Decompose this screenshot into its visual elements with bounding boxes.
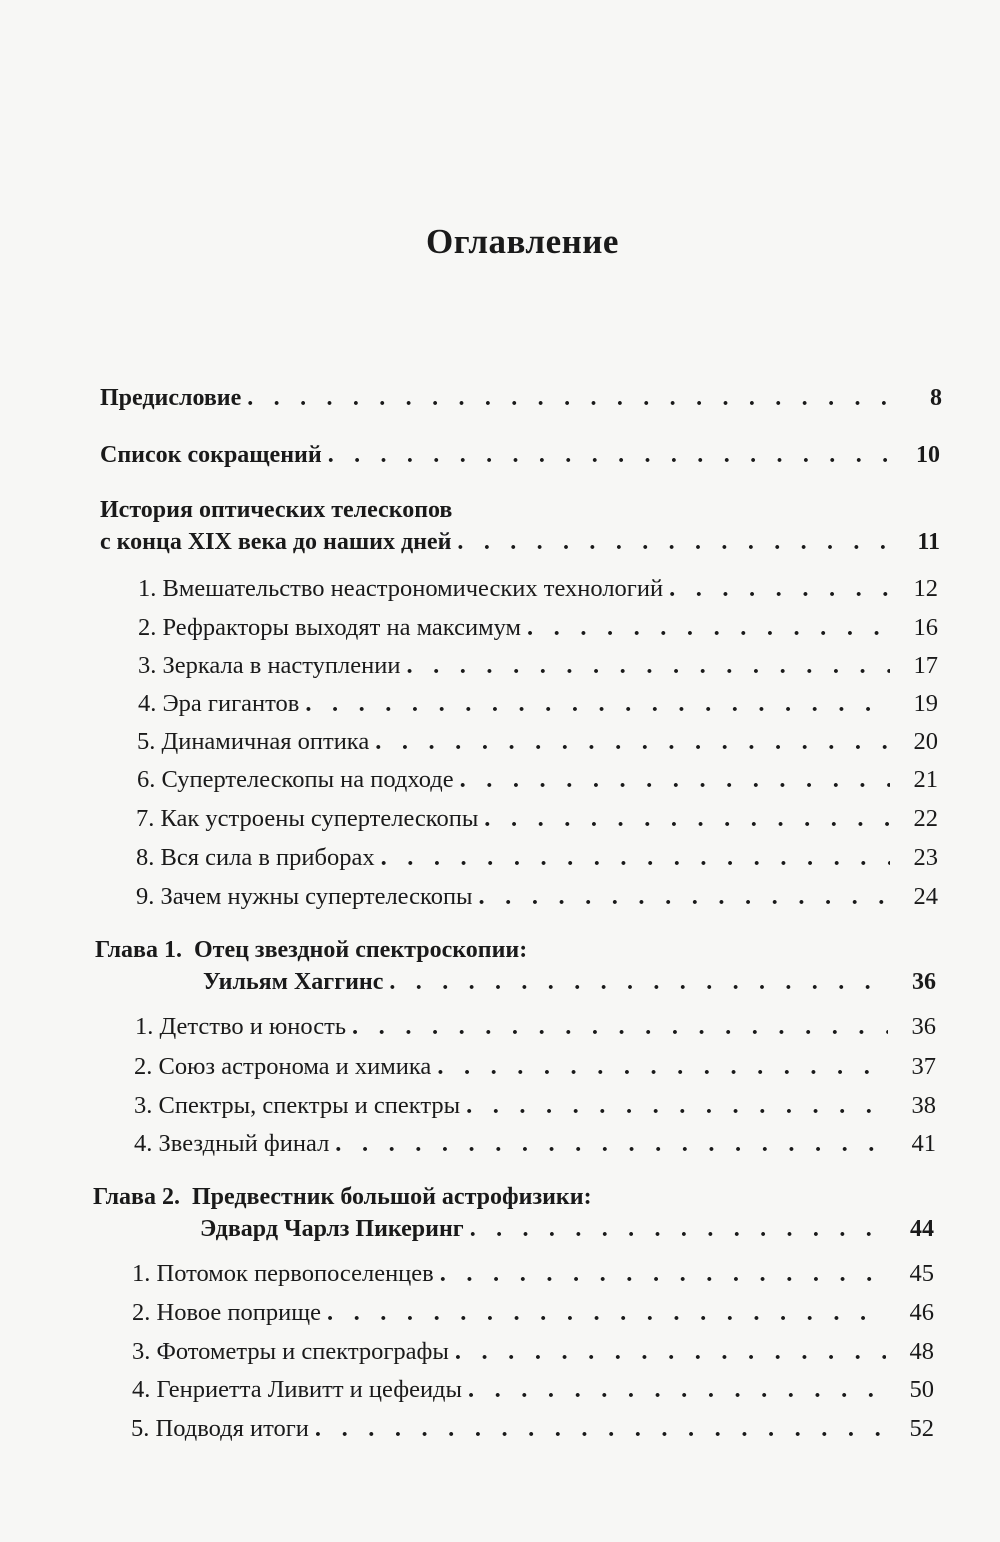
- entry-title: 4. Генриетта Ливитт и цефеиды: [132, 1376, 462, 1403]
- dot-leader: [440, 1259, 886, 1289]
- page-number: 11: [917, 529, 940, 555]
- entry-title: 2. Рефракторы выходят на максимум: [138, 614, 522, 641]
- toc-subsection-entry: 4. Эра гигантов 19: [138, 689, 938, 719]
- dot-leader: [352, 1012, 888, 1042]
- page-number: 10: [916, 442, 940, 468]
- page-number: 19: [913, 690, 939, 717]
- page-number: 37: [911, 1053, 937, 1080]
- page-number: 50: [909, 1376, 935, 1403]
- entry-title: 1. Детство и юность: [135, 1013, 347, 1040]
- dot-leader: [479, 882, 890, 912]
- page-number: 22: [913, 805, 939, 832]
- page-number: 48: [909, 1338, 935, 1365]
- toc-subsection-entry: 2. Новое поприще 46: [132, 1298, 934, 1328]
- dot-leader: [381, 843, 890, 873]
- toc-subsection-entry: 9. Зачем нужны супертелескопы 24: [136, 882, 938, 912]
- toc-subsection-entry: 1. Вмешательство неастрономических техно…: [138, 574, 938, 604]
- toc-section-entry: Эдвард Чарлз Пикеринг 44: [200, 1214, 934, 1244]
- dot-leader: [455, 1337, 886, 1367]
- entry-title: Список сокращений: [100, 442, 322, 468]
- toc-subsection-entry: 1. Детство и юность 36: [135, 1012, 936, 1042]
- entry-title: 6. Супертелескопы на подходе: [137, 766, 454, 793]
- entry-title: 1. Вмешательство неастрономических техно…: [138, 575, 664, 602]
- dot-leader: [468, 1375, 886, 1405]
- toc-subsection-entry: 5. Динамичная оптика 20: [137, 727, 938, 757]
- dot-leader: [335, 1129, 888, 1159]
- toc-subsection-entry: 6. Супертелескопы на подходе 21: [137, 765, 938, 795]
- toc-subsection-entry: 3. Зеркала в наступлении 17: [138, 651, 938, 681]
- toc-heading-line: История оптических телескопов: [100, 497, 453, 523]
- page-number: 16: [913, 614, 939, 641]
- dot-leader: [389, 967, 888, 997]
- page-number: 8: [930, 385, 942, 411]
- entry-title: 8. Вся сила в приборах: [136, 844, 375, 871]
- dot-leader: [315, 1414, 886, 1444]
- page-number: 41: [911, 1130, 937, 1157]
- entry-title: 2. Союз астронома и химика: [134, 1053, 432, 1080]
- toc-subsection-entry: 5. Подводя итоги 52: [131, 1414, 934, 1444]
- dot-leader: [460, 765, 890, 795]
- page-number: 45: [909, 1260, 935, 1287]
- toc-subsection-entry: 8. Вся сила в приборах 23: [136, 843, 938, 873]
- dot-leader: [457, 527, 892, 557]
- page-number: 36: [912, 969, 936, 995]
- entry-title: 1. Потомок первопоселенцев: [132, 1260, 434, 1287]
- dot-leader: [437, 1052, 888, 1082]
- entry-title: 4. Звездный финал: [134, 1130, 330, 1157]
- dot-leader: [466, 1091, 888, 1121]
- entry-title: 5. Подводя итоги: [131, 1415, 309, 1442]
- dot-leader: [669, 574, 890, 604]
- toc-section-entry: Предисловие 8: [100, 383, 942, 413]
- dot-leader: [406, 651, 890, 681]
- dot-leader: [327, 1298, 886, 1328]
- page-number: 20: [913, 728, 939, 755]
- page-number: 36: [911, 1013, 937, 1040]
- page-number: 17: [913, 652, 939, 679]
- entry-title: 7. Как устроены супертелескопы: [136, 805, 479, 832]
- page-number: 52: [909, 1415, 935, 1442]
- dot-leader: [328, 440, 892, 470]
- entry-title: 3. Зеркала в наступлении: [138, 652, 401, 679]
- entry-title: Предисловие: [100, 385, 242, 411]
- entry-title: 2. Новое поприще: [132, 1299, 321, 1326]
- toc-subsection-entry: 1. Потомок первопоселенцев 45: [132, 1259, 934, 1289]
- page-number: 38: [911, 1092, 937, 1119]
- entry-title: с конца XIX века до наших дней: [100, 529, 452, 555]
- page-number: 24: [913, 883, 939, 910]
- entry-title: 3. Фотометры и спектрографы: [132, 1338, 449, 1365]
- page-number: 21: [913, 766, 939, 793]
- entry-title: 3. Спектры, спектры и спектры: [134, 1092, 461, 1119]
- toc-section-entry: Уильям Хаггинс 36: [203, 967, 936, 997]
- toc-subsection-entry: 2. Союз астронома и химика 37: [134, 1052, 936, 1082]
- entry-title: 5. Динамичная оптика: [137, 728, 370, 755]
- entry-title: Уильям Хаггинс: [203, 969, 384, 995]
- dot-leader: [375, 727, 890, 757]
- toc-heading-line: Глава 1. Отец звездной спектроскопии:: [95, 937, 528, 963]
- toc-section-entry: Список сокращений 10: [100, 440, 940, 470]
- toc-section-entry: с конца XIX века до наших дней 11: [100, 527, 940, 557]
- dot-leader: [470, 1214, 886, 1244]
- dot-leader: [247, 383, 894, 413]
- dot-leader: [484, 804, 890, 834]
- dot-leader: [527, 613, 890, 643]
- toc-subsection-entry: 4. Звездный финал 41: [134, 1129, 936, 1159]
- entry-title: 4. Эра гигантов: [138, 690, 300, 717]
- dot-leader: [305, 689, 890, 719]
- entry-title: 9. Зачем нужны супертелескопы: [136, 883, 473, 910]
- page-number: 12: [913, 575, 939, 602]
- entry-title: Эдвард Чарлз Пикеринг: [200, 1216, 464, 1242]
- toc-subsection-entry: 2. Рефракторы выходят на максимум 16: [138, 613, 938, 643]
- page-number: 46: [909, 1299, 935, 1326]
- toc-subsection-entry: 4. Генриетта Ливитт и цефеиды 50: [132, 1375, 934, 1405]
- toc-heading-line: Глава 2. Предвестник большой астрофизики…: [93, 1184, 592, 1210]
- toc-subsection-entry: 3. Фотометры и спектрографы 48: [132, 1337, 934, 1367]
- page-title: Оглавление: [426, 222, 619, 261]
- page-number: 23: [913, 844, 939, 871]
- toc-subsection-entry: 7. Как устроены супертелескопы 22: [136, 804, 938, 834]
- page-number: 44: [910, 1216, 934, 1242]
- toc-subsection-entry: 3. Спектры, спектры и спектры 38: [134, 1091, 936, 1121]
